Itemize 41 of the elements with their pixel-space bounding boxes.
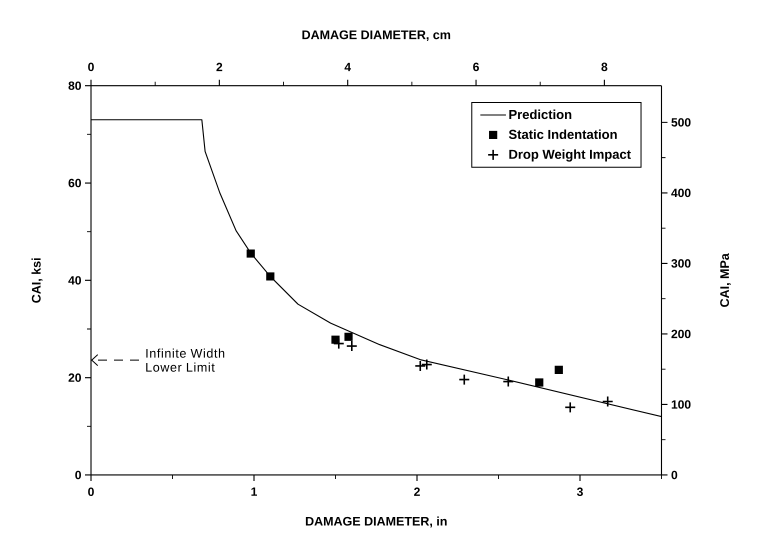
point — [535, 378, 544, 387]
y2-tick-label: 500 — [671, 118, 691, 127]
y-tick-label: 20 — [68, 373, 81, 382]
point — [554, 366, 563, 374]
point — [420, 358, 433, 370]
x-tick-label: 0 — [88, 488, 94, 496]
x-tick-label: 2 — [414, 488, 420, 496]
point — [414, 360, 426, 372]
legend-label: Drop Weight Impact — [509, 149, 631, 162]
x2-tick-label: 6 — [473, 62, 479, 72]
legend-label: Prediction — [509, 110, 572, 120]
x2-tick-label: 0 — [88, 62, 94, 72]
x2-axis-title: DAMAGE DIAMETER, cm — [302, 30, 450, 42]
x2-tick-label: 8 — [601, 62, 608, 72]
point — [332, 338, 345, 350]
x2-tick-label: 2 — [216, 62, 222, 72]
x-tick-label: 3 — [576, 488, 583, 496]
y2-tick-label: 200 — [671, 330, 691, 338]
y2-tick-label: 400 — [671, 188, 691, 198]
point — [344, 332, 353, 341]
x-tick-label: 1 — [251, 488, 258, 496]
y-axis-title: CAI, ksi — [32, 258, 42, 303]
y-tick-label: 80 — [68, 81, 81, 90]
point — [602, 396, 614, 408]
legend-label: Static Indentation — [508, 129, 617, 140]
y2-tick-label: 0 — [672, 470, 678, 480]
point — [564, 402, 576, 414]
y2-axis-title: CAI, MPa — [720, 253, 731, 307]
y-tick-label: 40 — [68, 276, 81, 285]
point — [502, 376, 514, 388]
point — [346, 340, 358, 352]
x-axis-title: DAMAGE DIAMETER, in — [306, 516, 447, 528]
y2-tick-label: 300 — [671, 259, 691, 268]
y-tick-label: 0 — [75, 470, 81, 480]
ref-line-label: Infinite Width Lower Limit — [146, 348, 224, 372]
x2-tick-label: 4 — [344, 62, 351, 72]
point — [246, 249, 255, 258]
point — [266, 272, 274, 281]
y2-tick-label: 100 — [672, 400, 691, 409]
y-tick-label: 60 — [68, 178, 81, 188]
point — [458, 374, 470, 386]
